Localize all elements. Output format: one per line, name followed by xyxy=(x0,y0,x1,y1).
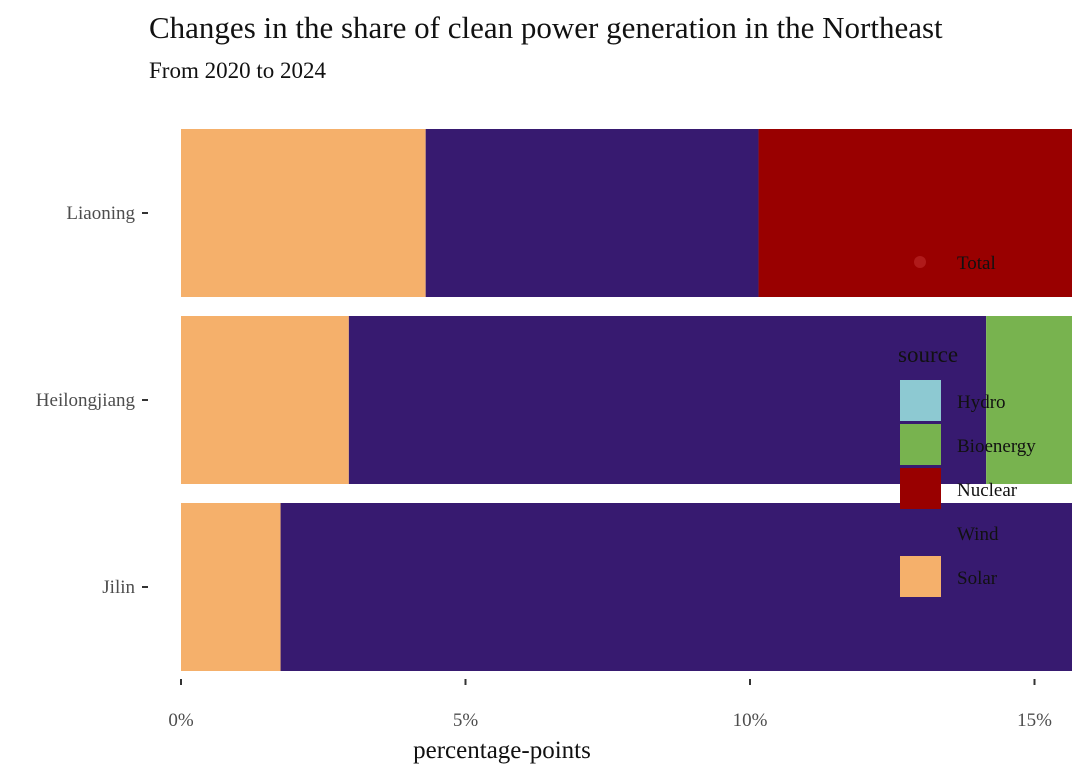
legend-label-bioenergy: Bioenergy xyxy=(957,436,1036,457)
x-tick-label: 15% xyxy=(1017,710,1052,731)
y-tick-label-jilin: Jilin xyxy=(102,577,135,598)
y-tick-label-heilongjiang: Heilongjiang xyxy=(36,390,136,411)
bars-group xyxy=(181,129,1072,671)
legend-title: source xyxy=(898,342,958,367)
legend-swatch-nuclear xyxy=(900,468,941,509)
y-tick-label-liaoning: Liaoning xyxy=(66,203,135,224)
bar-liaoning-nuclear xyxy=(758,129,1072,297)
bar-heilongjiang-solar xyxy=(181,316,349,484)
legend: Total source Hydro Bioenergy Nuclear Wind Sola… xyxy=(898,253,1036,597)
legend-label-hydro: Hydro xyxy=(957,392,1006,413)
legend-swatch-bioenergy xyxy=(900,424,941,465)
bar-jilin-wind xyxy=(280,503,1072,671)
legend-label-solar: Solar xyxy=(957,568,998,589)
legend-label-nuclear: Nuclear xyxy=(957,480,1018,501)
x-axis: 0%5%10%15%20% xyxy=(168,679,1052,731)
x-tick-label: 10% xyxy=(733,710,768,731)
y-axis: Liaoning Heilongjiang Jilin xyxy=(36,203,148,598)
x-axis-title: percentage-points xyxy=(413,737,591,764)
bar-liaoning-wind xyxy=(425,129,759,297)
legend-total-marker xyxy=(914,256,926,268)
legend-swatch-hydro xyxy=(900,380,941,421)
x-tick-label: 5% xyxy=(453,710,479,731)
x-tick-label: 0% xyxy=(168,710,194,731)
legend-total-label: Total xyxy=(957,253,996,274)
bar-liaoning-solar xyxy=(181,129,426,297)
bar-jilin-solar xyxy=(181,503,281,671)
legend-label-wind: Wind xyxy=(957,524,999,545)
bar-heilongjiang-bioenergy xyxy=(986,316,1072,484)
chart-subtitle: From 2020 to 2024 xyxy=(149,58,326,83)
legend-swatch-solar xyxy=(900,556,941,597)
legend-swatch-wind xyxy=(900,512,941,553)
chart-title: Changes in the share of clean power gene… xyxy=(149,10,943,45)
bar-heilongjiang-wind xyxy=(348,316,987,484)
